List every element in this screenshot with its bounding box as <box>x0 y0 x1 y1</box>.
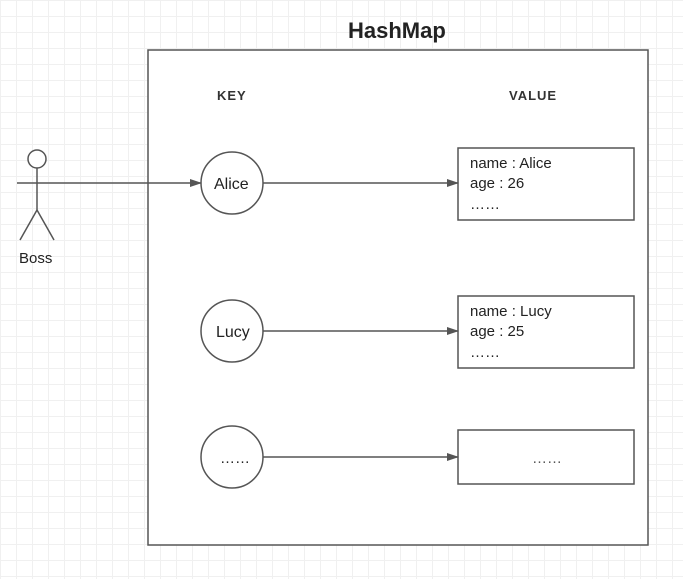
value-node-content: …… <box>532 450 562 467</box>
value-node-content: name : Alice age : 26 …… <box>470 154 552 215</box>
key-node-label: Lucy <box>216 324 250 342</box>
value-node-content: name : Lucy age : 25 …… <box>470 302 552 363</box>
key-node-label: …… <box>220 450 250 467</box>
column-label-value: VALUE <box>509 88 557 103</box>
column-label-key: KEY <box>217 88 247 103</box>
key-node-label: Alice <box>214 176 249 194</box>
diagram-svg <box>0 0 683 579</box>
actor-label: Boss <box>19 250 52 267</box>
diagram-title: HashMap <box>348 18 446 44</box>
